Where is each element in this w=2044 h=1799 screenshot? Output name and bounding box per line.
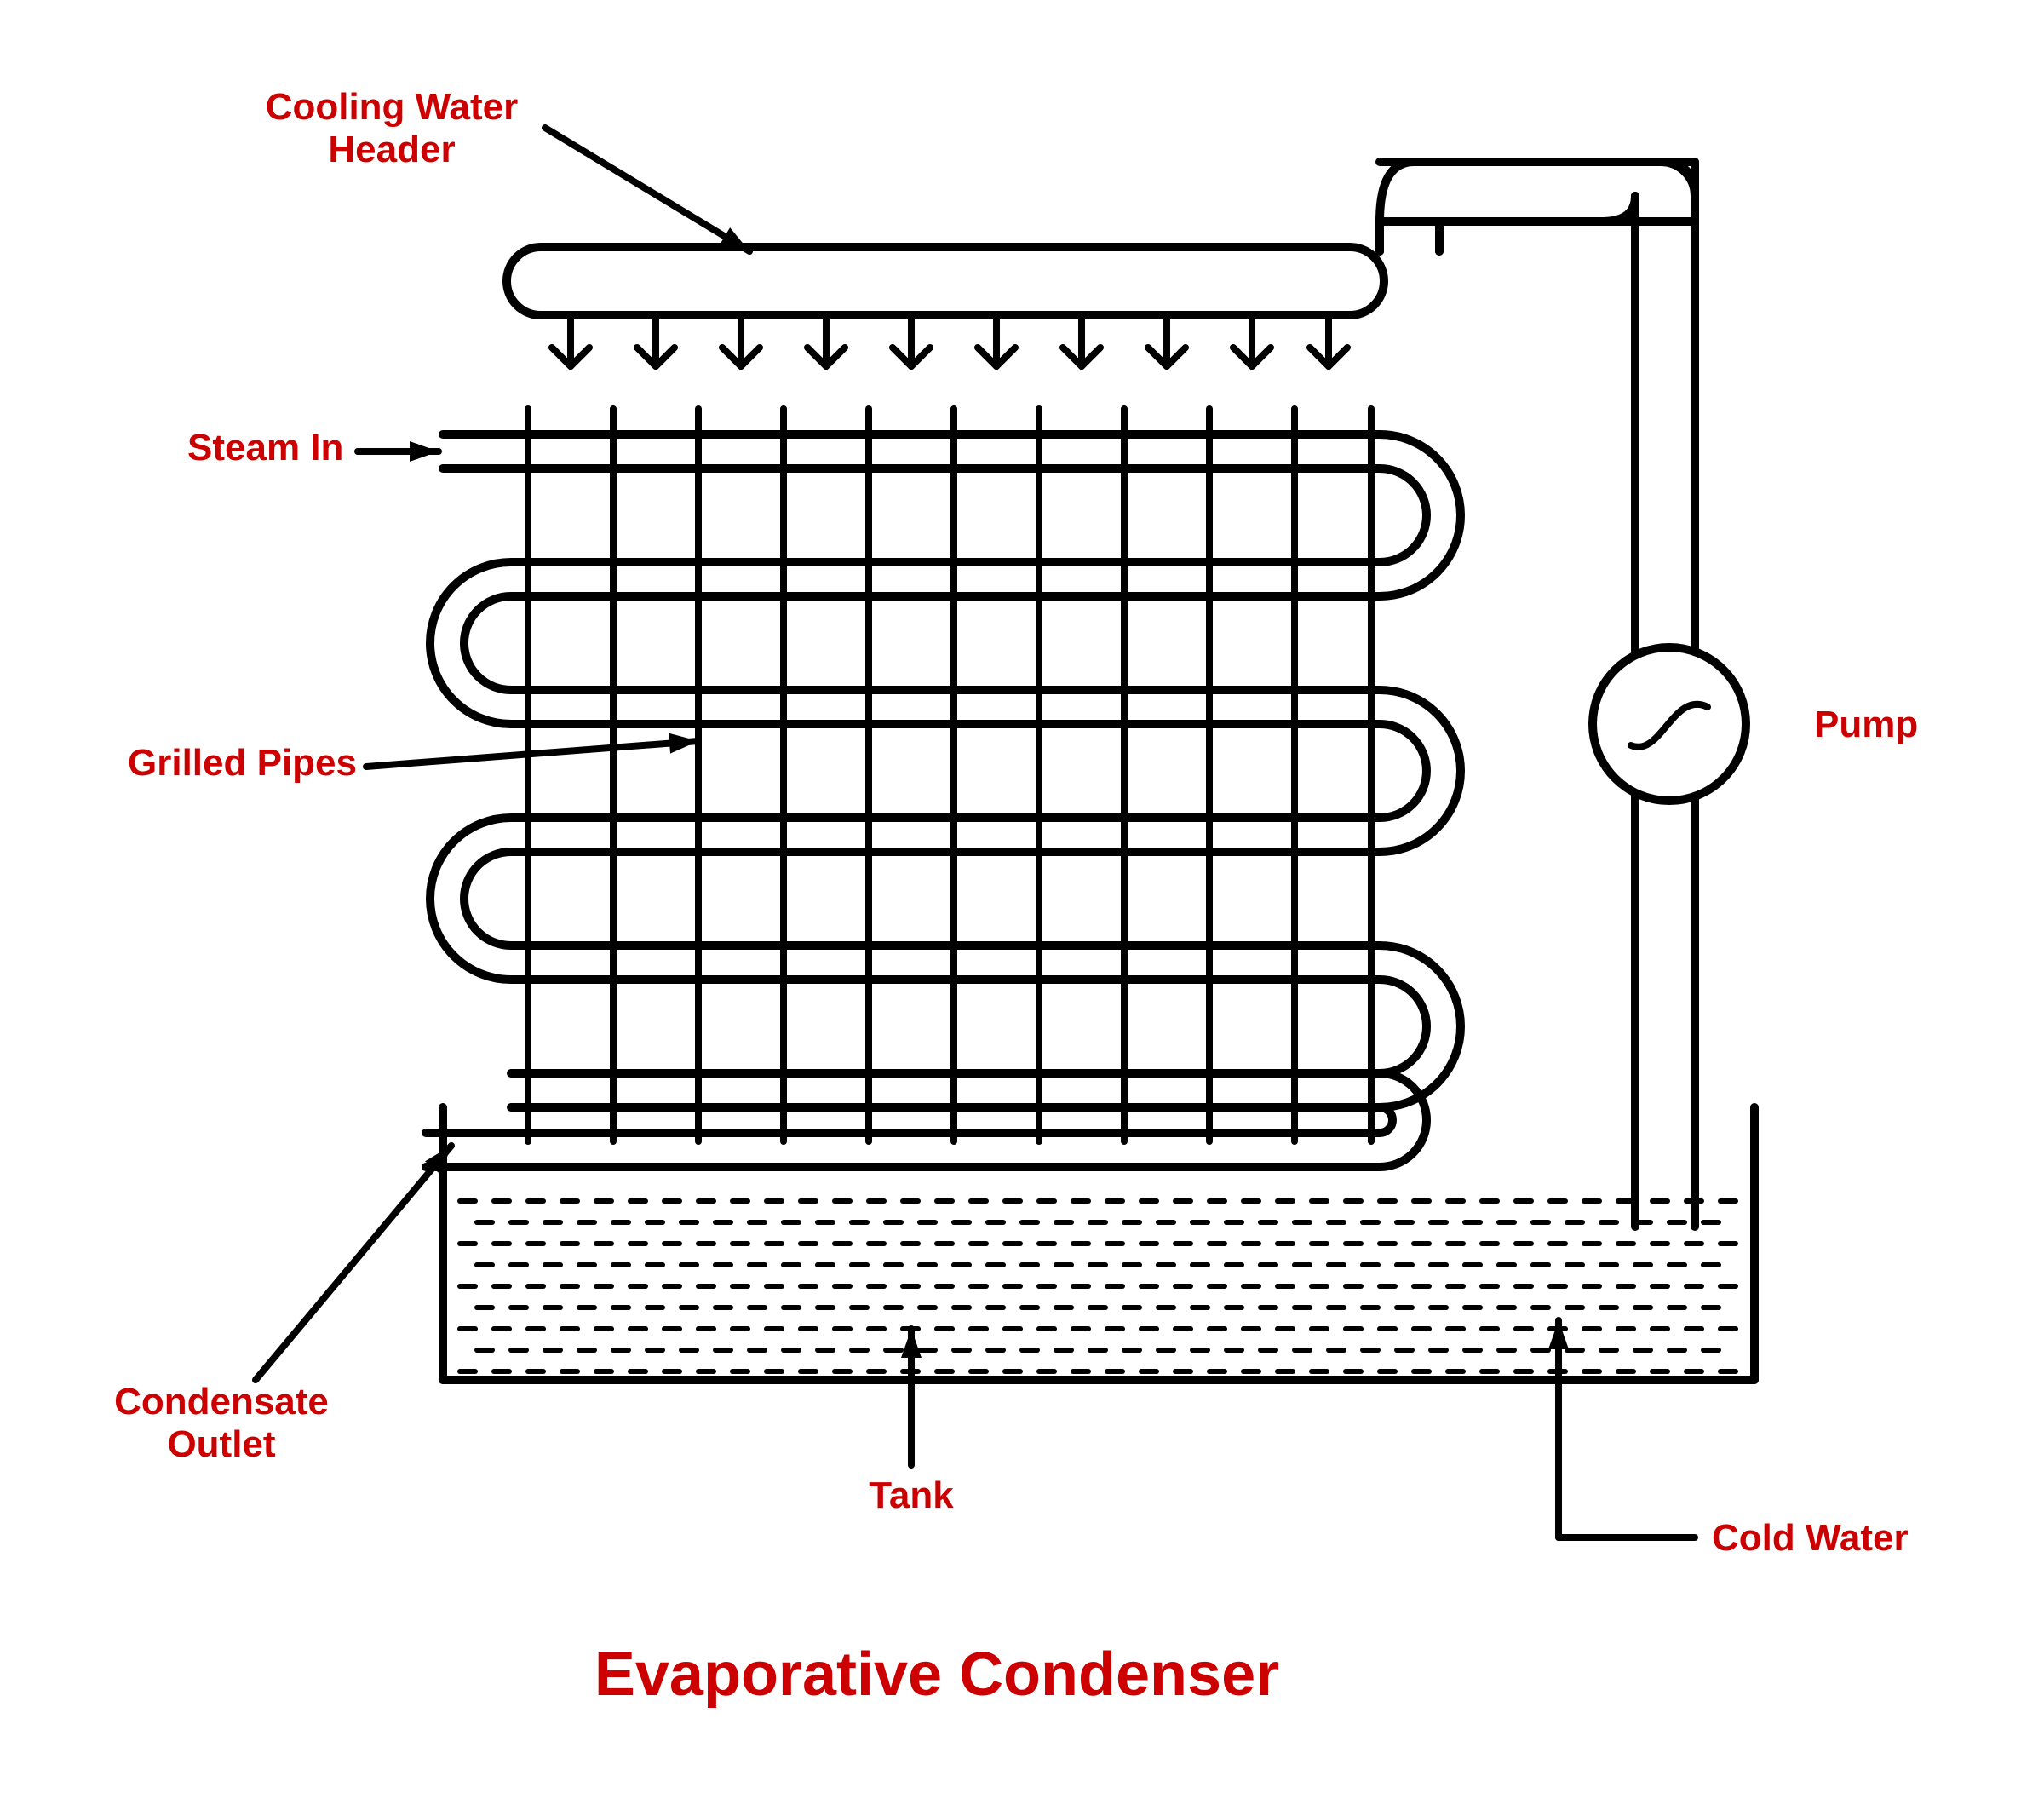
label-cooling-water-header: Cooling Water <box>266 86 519 128</box>
label-cooling-water-header-2: Header <box>328 129 455 170</box>
cooling-water-header <box>507 247 1384 315</box>
diagram-title: Evaporative Condenser <box>594 1641 1279 1709</box>
label-cold-water: Cold Water <box>1712 1517 1909 1559</box>
label-condensate-outlet-2: Outlet <box>167 1423 275 1465</box>
label-steam-in: Steam In <box>187 427 343 468</box>
label-tank: Tank <box>869 1474 954 1516</box>
label-pump: Pump <box>1814 704 1918 745</box>
label-condensate-outlet: Condensate <box>114 1381 329 1423</box>
label-grilled-pipes: Grilled Pipes <box>128 742 357 784</box>
